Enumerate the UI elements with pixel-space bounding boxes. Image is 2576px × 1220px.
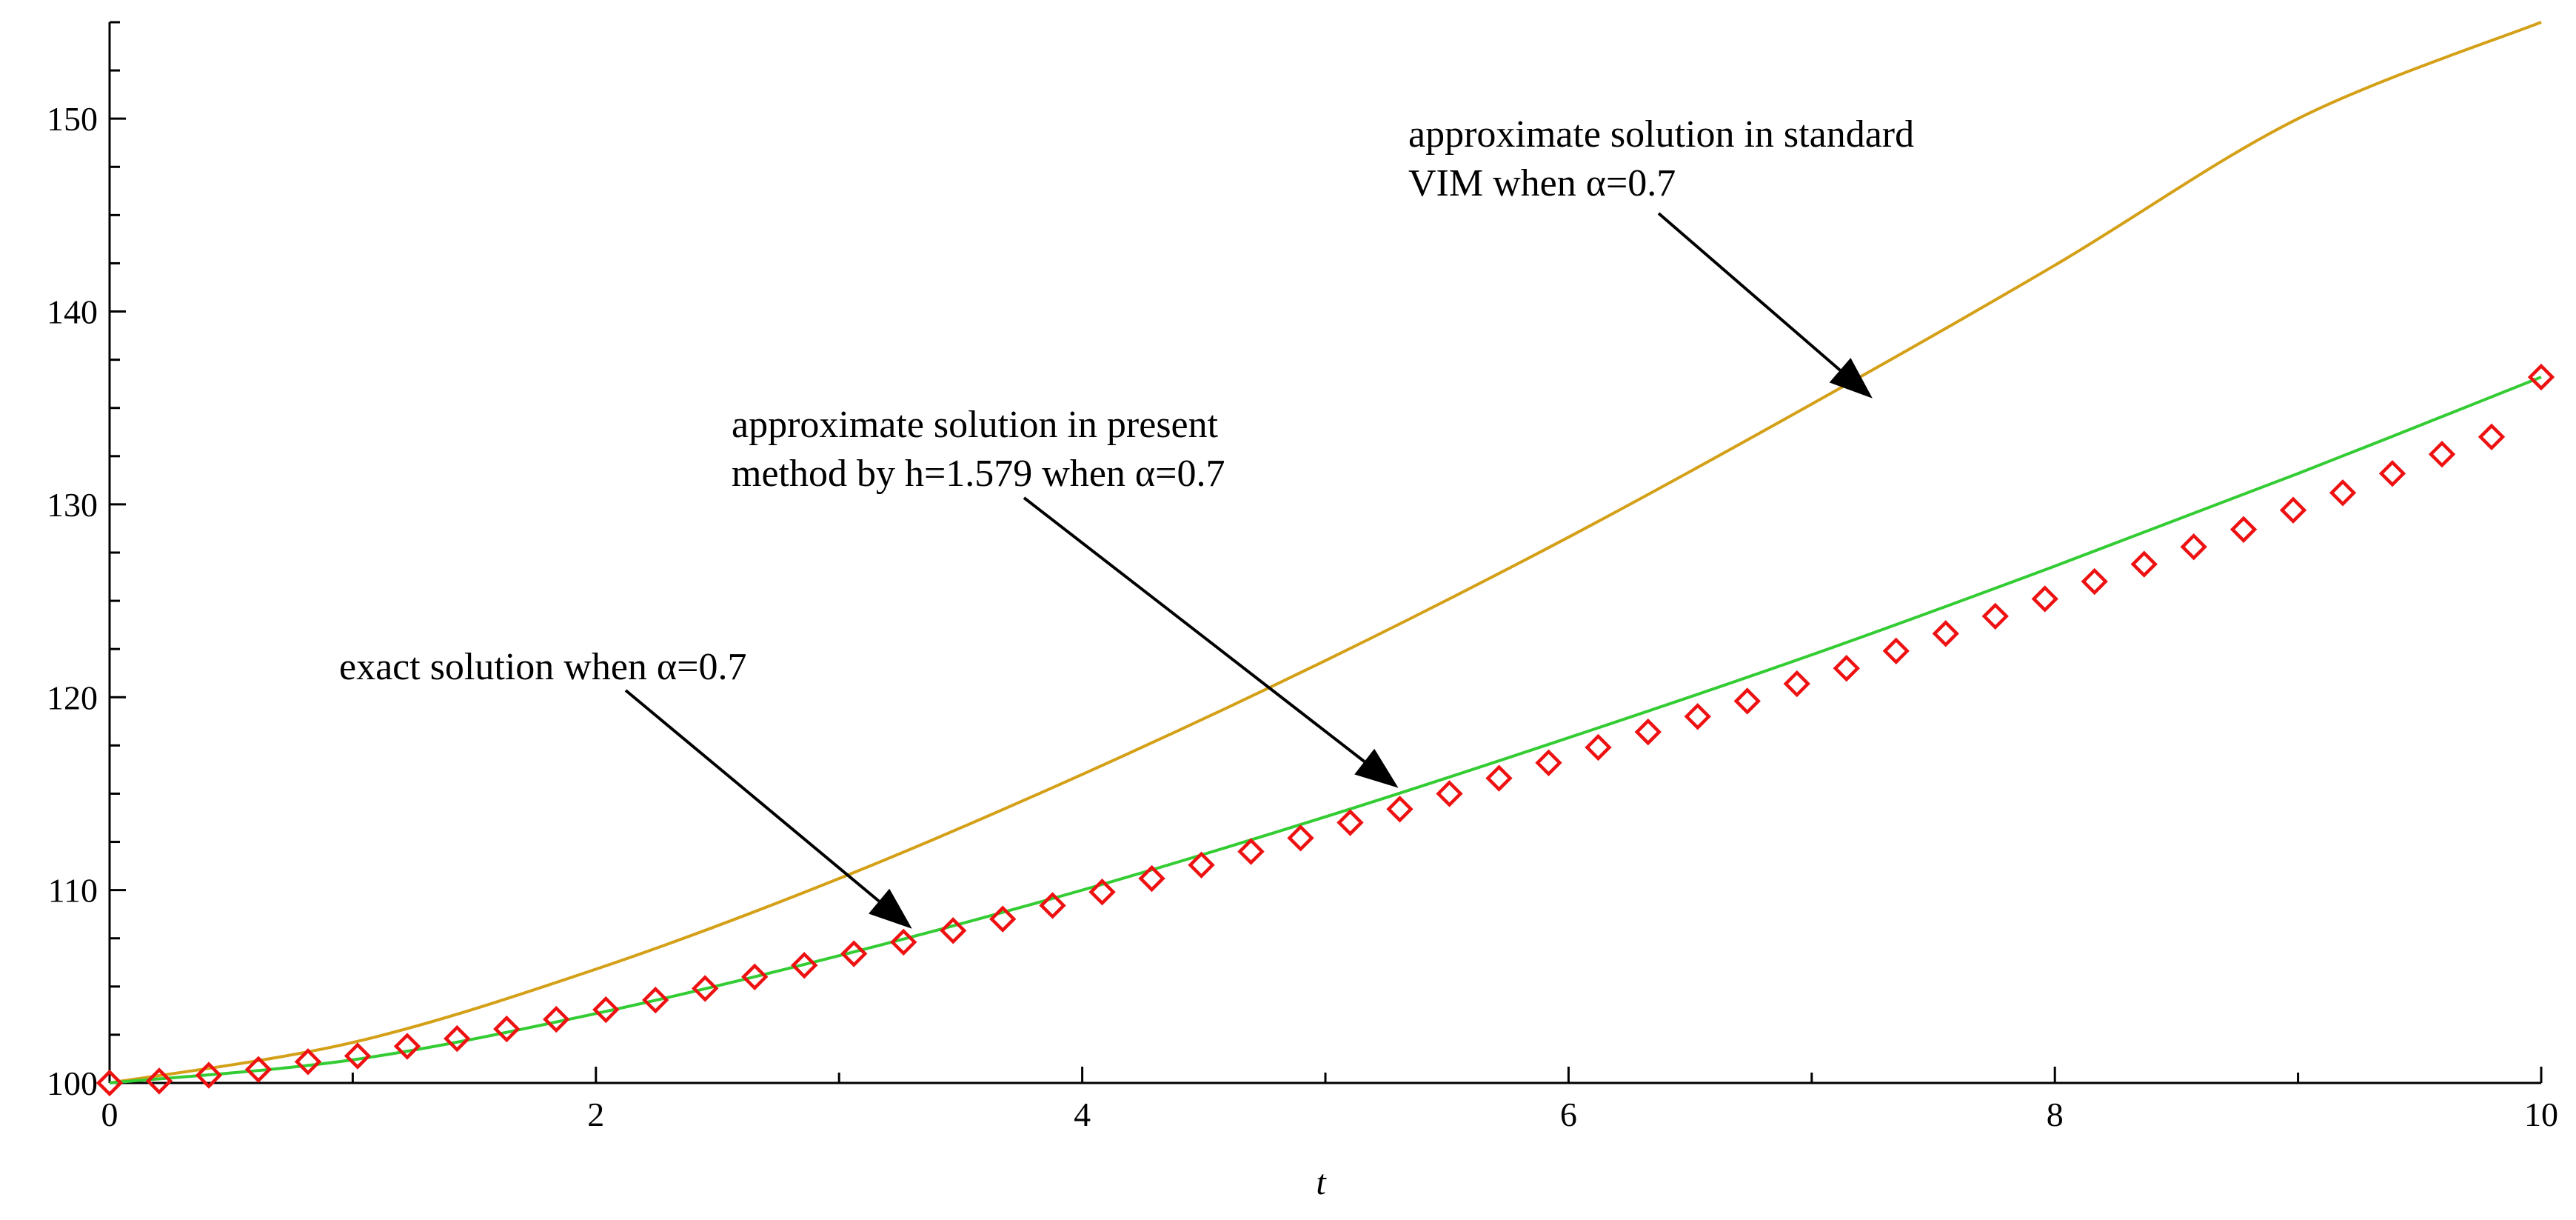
diamond-marker	[1833, 655, 1860, 682]
diamond-marker	[2329, 479, 2357, 507]
diamond-marker	[692, 975, 719, 1002]
diamond-marker	[940, 917, 967, 944]
annotation-arrowhead-2	[869, 888, 912, 929]
annotation-text-2: exact solution when α=0.7	[339, 646, 746, 688]
x-tick-label: 8	[2047, 1096, 2064, 1133]
y-tick-label: 130	[47, 486, 98, 524]
diamond-marker	[1783, 670, 1810, 698]
diamond-marker	[642, 986, 669, 1014]
diamond-marker	[393, 1033, 421, 1060]
diamond-marker	[1932, 620, 1959, 647]
diamond-marker	[1535, 749, 1562, 776]
x-tick-label: 6	[1560, 1096, 1577, 1133]
diamond-marker	[1237, 838, 1265, 865]
diamond-marker	[741, 963, 769, 990]
diamond-marker	[2229, 516, 2258, 543]
diamond-marker	[1585, 733, 1612, 761]
diamond-marker	[1634, 718, 1662, 746]
diamond-marker	[2378, 460, 2406, 487]
diamond-marker	[96, 1069, 124, 1097]
diamond-marker	[1733, 687, 1761, 715]
annotation-arrowhead-0	[1829, 358, 1873, 399]
x-tick-label: 2	[587, 1096, 604, 1133]
diamond-marker	[145, 1067, 173, 1095]
diamond-marker	[294, 1048, 322, 1076]
diamond-marker	[1485, 764, 1513, 792]
diamond-marker	[543, 1005, 570, 1033]
diamond-marker	[493, 1015, 521, 1043]
diamond-marker	[791, 951, 818, 979]
x-tick-label: 10	[2524, 1096, 2558, 1133]
series-line-0	[109, 21, 2542, 1084]
series-layer	[96, 21, 2555, 1097]
annotation-layer: approximate solution in standard VIM when…	[339, 113, 1914, 929]
diamond-marker	[1039, 892, 1066, 919]
annotation-arrow-2	[624, 689, 880, 903]
diamond-marker	[592, 996, 620, 1024]
y-tick-label: 140	[47, 293, 98, 331]
y-tick-label: 100	[47, 1064, 98, 1102]
diamond-marker	[2279, 496, 2307, 524]
diamond-marker	[840, 940, 868, 967]
annotation-text-1: approximate solution in present	[732, 404, 1219, 446]
diamond-marker	[444, 1024, 471, 1053]
x-tick-label: 4	[1074, 1096, 1091, 1133]
diamond-marker	[1882, 637, 1910, 664]
y-tick-label: 120	[47, 679, 98, 716]
diamond-marker	[1138, 864, 1165, 893]
annotation-text-0: approximate solution in standard	[1408, 113, 1914, 156]
diamond-marker	[989, 905, 1017, 933]
x-tick-label: 0	[101, 1096, 118, 1133]
diamond-marker	[2180, 533, 2207, 561]
diamond-marker	[244, 1056, 272, 1083]
y-tick-label: 110	[48, 872, 98, 910]
diamond-marker	[2428, 441, 2456, 468]
diamond-marker	[344, 1042, 372, 1070]
diamond-marker	[1684, 703, 1711, 730]
diamond-marker	[1287, 824, 1314, 852]
diamond-marker	[890, 928, 917, 956]
diamond-marker	[1336, 809, 1364, 836]
diamond-marker	[195, 1061, 223, 1089]
annotation-arrow-0	[1657, 212, 1841, 372]
diamond-marker	[2031, 585, 2058, 613]
diamond-marker	[1436, 780, 1463, 807]
diamond-marker	[2130, 550, 2158, 578]
axes: 0 2 4 6 8 10 t 100 110 120 130 140 150	[47, 21, 2558, 1202]
annotation-text-0: VIM when α=0.7	[1408, 162, 1676, 204]
y-tick-label: 150	[47, 100, 98, 138]
diamond-marker	[1088, 879, 1116, 906]
diamond-marker	[1386, 796, 1414, 823]
diamond-marker	[2527, 363, 2555, 391]
diamond-marker	[2478, 423, 2506, 450]
annotation-arrow-1	[1023, 496, 1365, 763]
diamond-marker	[1188, 851, 1215, 879]
diamond-marker	[2081, 567, 2108, 596]
annotation-text-1: method by h=1.579 when α=0.7	[732, 453, 1225, 495]
diamond-marker	[1981, 602, 2009, 630]
x-axis-label: t	[1316, 1163, 1327, 1202]
annotation-arrowhead-1	[1354, 748, 1399, 788]
